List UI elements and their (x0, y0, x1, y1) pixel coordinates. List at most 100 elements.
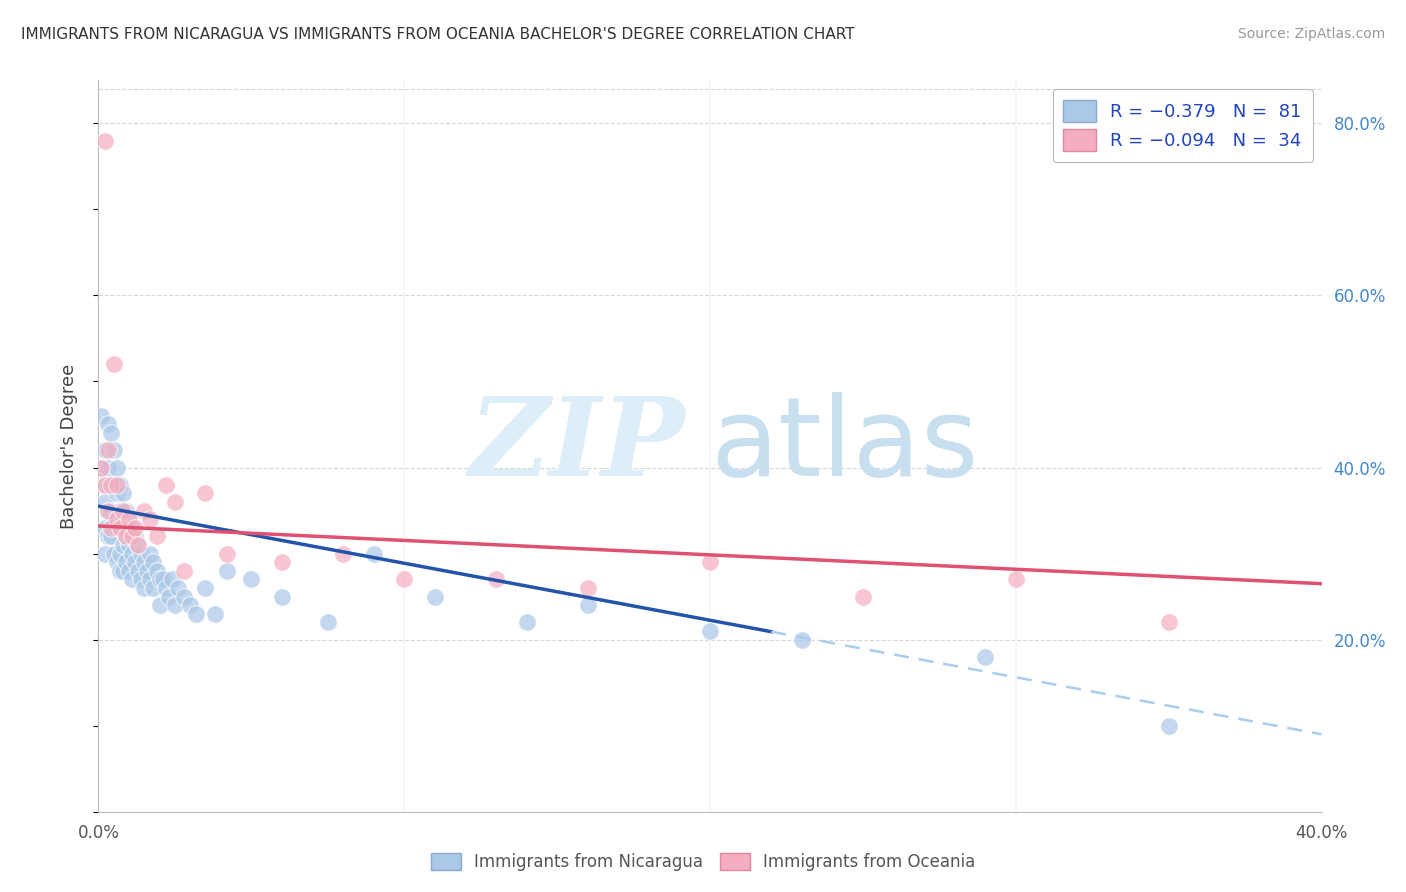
Point (105, 460, 128, 475)
Point (149, 598, 172, 612)
Point (90, 409, 112, 423)
Legend: R = −0.379   N =  81, R = −0.094   N =  34: R = −0.379 N = 81, R = −0.094 N = 34 (1053, 89, 1313, 162)
Point (93, 495, 115, 509)
Point (1157, 719, 1180, 733)
Point (155, 477, 177, 491)
Point (485, 573, 508, 587)
Point (90, 460, 112, 475)
Point (121, 573, 143, 587)
Point (167, 581, 190, 595)
Point (111, 503, 134, 517)
Y-axis label: Bachelor's Degree: Bachelor's Degree (59, 363, 77, 529)
Point (121, 547, 143, 561)
Point (97, 460, 120, 475)
Point (103, 357, 125, 371)
Point (93, 443, 115, 458)
Point (392, 573, 416, 587)
Point (118, 512, 141, 526)
Point (93, 477, 115, 491)
Point (93, 134, 115, 148)
Point (124, 529, 146, 543)
Point (423, 590, 446, 604)
Point (155, 581, 177, 595)
Point (127, 564, 149, 578)
Point (1157, 615, 1180, 630)
Point (139, 573, 162, 587)
Point (105, 486, 128, 500)
Point (100, 477, 122, 491)
Point (157, 590, 180, 604)
Point (127, 538, 149, 552)
Point (134, 555, 156, 569)
Point (142, 555, 165, 569)
Point (127, 538, 149, 552)
Point (332, 547, 354, 561)
Point (115, 529, 138, 543)
Point (97, 529, 120, 543)
Point (194, 581, 217, 595)
Point (1004, 573, 1026, 587)
Point (186, 607, 208, 621)
Point (699, 555, 721, 569)
Point (316, 615, 339, 630)
Point (105, 555, 128, 569)
Text: atlas: atlas (710, 392, 979, 500)
Point (108, 547, 131, 561)
Point (270, 590, 292, 604)
Point (163, 598, 186, 612)
Point (115, 555, 138, 569)
Point (139, 512, 162, 526)
Point (134, 581, 156, 595)
Point (105, 512, 128, 526)
Point (111, 486, 134, 500)
Point (97, 477, 120, 491)
Point (100, 521, 122, 535)
Point (124, 521, 146, 535)
Point (852, 590, 875, 604)
Point (121, 529, 143, 543)
Point (790, 632, 813, 647)
Point (90, 460, 112, 475)
Point (100, 426, 122, 441)
Point (118, 512, 141, 526)
Point (270, 555, 292, 569)
Point (179, 598, 201, 612)
Point (108, 477, 131, 491)
Point (152, 573, 174, 587)
Point (160, 573, 183, 587)
Point (129, 547, 152, 561)
Text: Source: ZipAtlas.com: Source: ZipAtlas.com (1237, 27, 1385, 41)
Point (100, 503, 122, 517)
Point (93, 521, 115, 535)
Point (173, 590, 195, 604)
Point (121, 521, 143, 535)
Point (111, 538, 134, 552)
Point (103, 512, 125, 526)
Point (108, 564, 131, 578)
Point (103, 477, 125, 491)
Point (136, 564, 159, 578)
Point (93, 547, 115, 561)
Point (100, 529, 122, 543)
Point (129, 573, 152, 587)
Point (149, 573, 172, 587)
Point (105, 521, 128, 535)
Point (139, 547, 162, 561)
Point (111, 564, 134, 578)
Point (97, 503, 120, 517)
Point (145, 529, 167, 543)
Point (576, 598, 599, 612)
Point (105, 477, 128, 491)
Point (516, 615, 538, 630)
Point (108, 521, 131, 535)
Text: IMMIGRANTS FROM NICARAGUA VS IMMIGRANTS FROM OCEANIA BACHELOR'S DEGREE CORRELATI: IMMIGRANTS FROM NICARAGUA VS IMMIGRANTS … (21, 27, 855, 42)
Point (576, 581, 599, 595)
Point (173, 564, 195, 578)
Point (194, 486, 217, 500)
Point (215, 564, 238, 578)
Point (134, 503, 156, 517)
Point (97, 417, 120, 432)
Point (115, 503, 138, 517)
Point (118, 538, 141, 552)
Point (111, 512, 134, 526)
